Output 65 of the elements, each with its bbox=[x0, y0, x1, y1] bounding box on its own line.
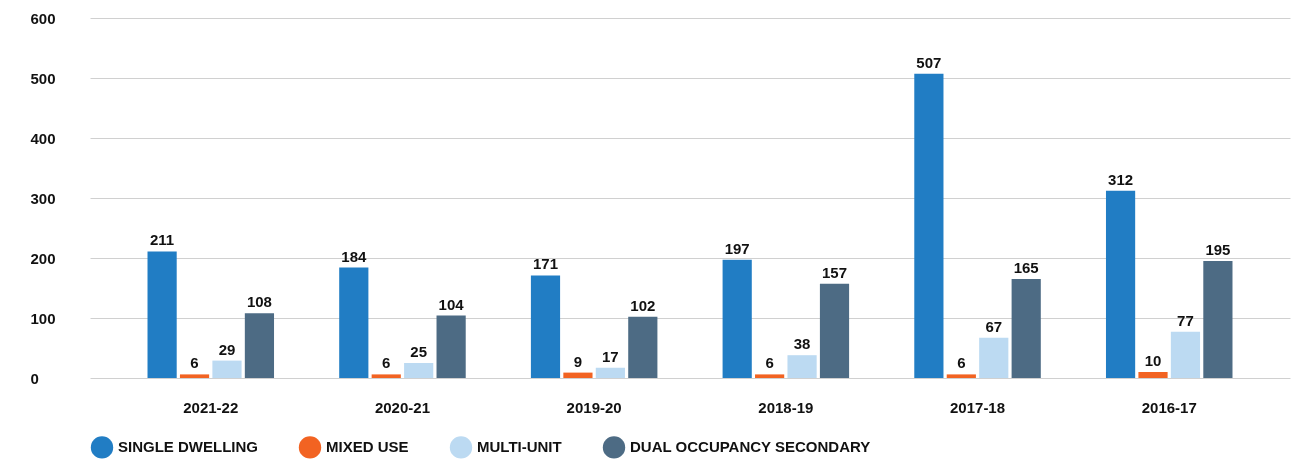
bar bbox=[404, 363, 434, 378]
x-tick-label: 2020-21 bbox=[374, 398, 430, 416]
bar bbox=[946, 374, 976, 378]
data-label: 77 bbox=[1177, 311, 1194, 329]
data-label: 157 bbox=[821, 263, 848, 281]
data-label: 67 bbox=[985, 317, 1003, 335]
y-tick-label: 0 bbox=[30, 369, 39, 387]
x-tick-label: 2021-22 bbox=[183, 398, 239, 416]
y-tick-label: 100 bbox=[30, 309, 56, 327]
x-tick-label: 2017-18 bbox=[950, 398, 1006, 416]
bar bbox=[722, 259, 752, 378]
data-label: 6 bbox=[382, 354, 391, 372]
x-tick-label: 2019-20 bbox=[566, 398, 622, 416]
data-label: 9 bbox=[573, 352, 583, 370]
bar bbox=[628, 316, 658, 378]
data-label: 195 bbox=[1205, 241, 1231, 258]
bar bbox=[436, 315, 466, 378]
x-tick-label: 2016-17 bbox=[1141, 398, 1197, 416]
y-tick-label: 600 bbox=[30, 9, 56, 27]
legend-label: MULTI-UNIT bbox=[477, 438, 562, 456]
data-label: 6 bbox=[190, 354, 199, 372]
bar bbox=[530, 275, 561, 378]
y-tick-label: 500 bbox=[30, 69, 56, 87]
bar bbox=[595, 367, 625, 378]
data-label: 108 bbox=[246, 293, 272, 311]
data-label: 165 bbox=[1013, 259, 1039, 276]
data-label: 507 bbox=[916, 53, 942, 71]
data-label: 102 bbox=[630, 296, 656, 314]
bar bbox=[755, 374, 785, 378]
bar bbox=[179, 374, 210, 378]
data-label: 6 bbox=[957, 354, 966, 372]
bar bbox=[1138, 372, 1168, 378]
bar bbox=[914, 73, 944, 378]
bar bbox=[371, 374, 401, 378]
y-tick-label: 400 bbox=[30, 129, 56, 147]
legend-label: SINGLE DWELLING bbox=[118, 438, 258, 456]
legend-label: MIXED USE bbox=[326, 438, 409, 456]
bar bbox=[979, 337, 1009, 378]
bar bbox=[244, 313, 275, 378]
data-label: 197 bbox=[724, 239, 750, 257]
bar bbox=[212, 360, 242, 378]
bar bbox=[563, 372, 593, 378]
bar bbox=[147, 251, 177, 378]
data-label: 171 bbox=[532, 255, 559, 273]
data-label: 184 bbox=[341, 247, 367, 265]
data-label: 10 bbox=[1144, 352, 1162, 369]
data-label: 104 bbox=[438, 295, 465, 313]
legend-label: DUAL OCCUPANCY SECONDARY bbox=[630, 438, 871, 456]
bar bbox=[1105, 190, 1136, 378]
data-label: 6 bbox=[765, 354, 774, 372]
y-tick-label: 200 bbox=[30, 249, 56, 267]
y-tick-label: 300 bbox=[30, 189, 56, 207]
bar bbox=[1170, 331, 1201, 378]
data-label: 211 bbox=[150, 231, 175, 249]
bar bbox=[1203, 261, 1233, 378]
bar bbox=[339, 267, 369, 378]
data-label: 17 bbox=[602, 347, 619, 365]
data-label: 38 bbox=[793, 335, 811, 353]
data-label: 29 bbox=[218, 340, 236, 358]
bar bbox=[819, 283, 850, 378]
bar bbox=[787, 355, 817, 378]
bar bbox=[1011, 279, 1041, 378]
data-label: 312 bbox=[1108, 170, 1134, 188]
x-tick-label: 2018-19 bbox=[758, 398, 814, 416]
data-label: 25 bbox=[410, 343, 428, 360]
